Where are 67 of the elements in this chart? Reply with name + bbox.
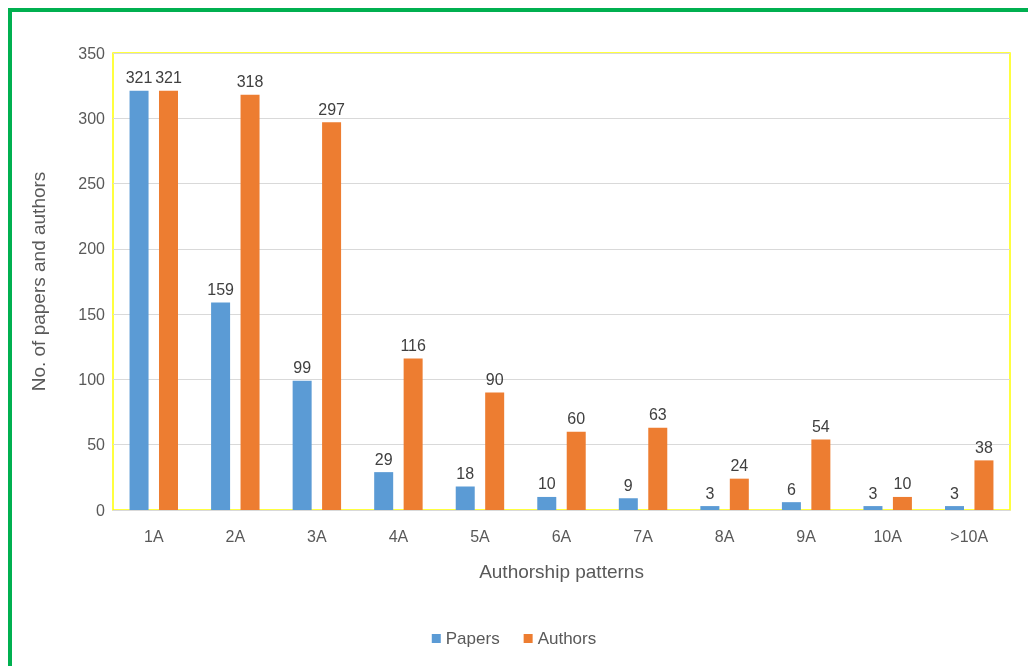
y-axis-title: No. of papers and authors: [28, 171, 49, 392]
data-label: 18: [456, 465, 475, 482]
bar: [292, 380, 312, 510]
data-label: 3: [868, 484, 878, 502]
data-label: 318: [236, 73, 264, 91]
y-tick-label: 350: [78, 44, 106, 62]
data-label: 10: [893, 475, 912, 493]
data-label: 159: [207, 280, 235, 298]
x-tick-label: 7A: [633, 527, 654, 545]
x-tick-label: 3A: [307, 527, 327, 545]
bar: [129, 90, 149, 510]
data-label: 321: [125, 69, 153, 87]
bar: [485, 392, 505, 510]
data-label: 116: [400, 337, 426, 355]
data-label: 3: [950, 484, 960, 502]
x-tick-label: 8A: [714, 527, 735, 545]
bar: [566, 431, 586, 510]
data-label: 24: [730, 457, 749, 475]
bar: [455, 486, 475, 510]
x-tick-label: 9A: [796, 527, 817, 545]
x-tick-label: 6A: [551, 527, 572, 545]
bar: [322, 122, 342, 510]
y-tick-label: 300: [78, 109, 106, 127]
x-axis-title: Authorship patterns: [479, 561, 644, 582]
x-tick-label: 1A: [143, 527, 164, 545]
y-tick-label: 0: [96, 501, 106, 519]
x-tick-label: 4A: [388, 527, 409, 545]
y-tick-label: 200: [78, 240, 106, 258]
data-label: 99: [293, 359, 312, 377]
data-label: 90: [485, 370, 504, 388]
bar: [945, 506, 964, 510]
data-label: 38: [975, 438, 993, 456]
x-tick-label: 2A: [225, 527, 246, 545]
x-tick-label: >10A: [950, 527, 989, 545]
bar: [729, 478, 749, 510]
data-label: 3: [705, 484, 715, 502]
bar: [700, 506, 720, 510]
bar: [892, 496, 912, 510]
legend-label: Authors: [537, 629, 597, 648]
data-label: 9: [623, 476, 633, 494]
y-tick-label: 100: [78, 370, 106, 388]
y-tick-label: 250: [78, 175, 106, 193]
data-label: 321: [155, 69, 182, 87]
x-tick-label: 5A: [470, 527, 491, 545]
data-label: 54: [811, 417, 830, 435]
bar: [374, 472, 394, 510]
y-tick-label: 50: [87, 436, 106, 454]
bar: [618, 498, 638, 510]
data-label: 297: [318, 100, 346, 118]
bar: [403, 358, 423, 510]
data-label: 63: [648, 406, 667, 424]
bar: [211, 302, 231, 510]
data-label: 60: [567, 410, 586, 428]
data-label: 29: [374, 450, 393, 468]
bar: [811, 439, 831, 510]
x-tick-label: 10A: [873, 527, 903, 545]
bar: [537, 496, 557, 510]
y-tick-label: 150: [78, 305, 106, 323]
data-label: 10: [537, 475, 556, 493]
legend-label: Papers: [445, 629, 500, 648]
bar: [863, 506, 883, 510]
bar: [781, 502, 801, 510]
bar: [974, 460, 994, 510]
bar: [648, 427, 668, 510]
bar: [240, 94, 260, 510]
data-label: 6: [786, 480, 796, 498]
bar: [159, 90, 178, 510]
